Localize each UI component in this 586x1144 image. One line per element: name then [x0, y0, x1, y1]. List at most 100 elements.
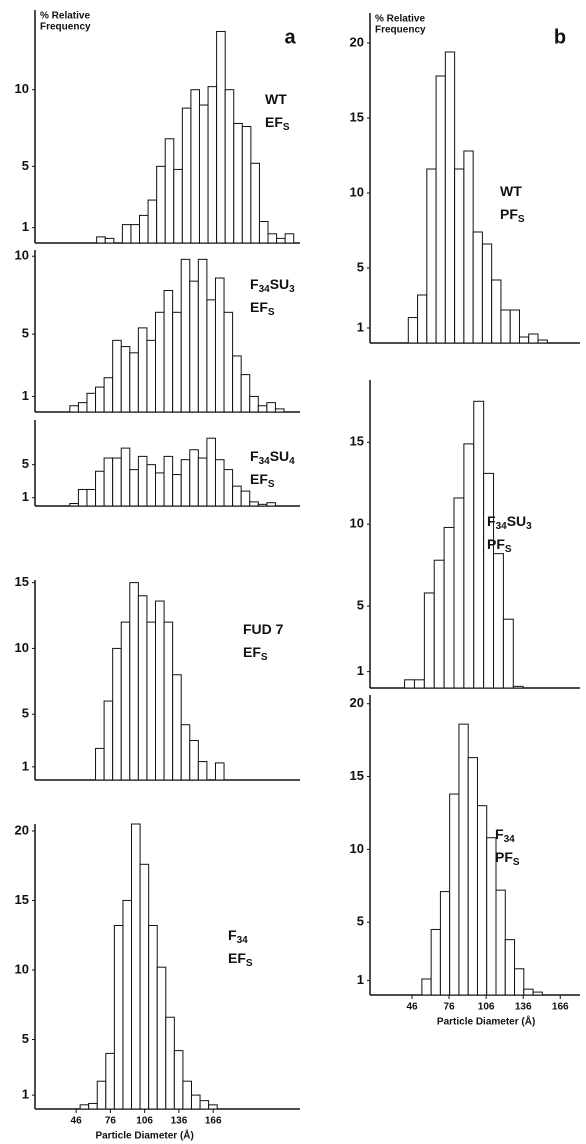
- bar: [276, 237, 286, 244]
- y-tick-label: 10: [350, 516, 364, 531]
- bar: [69, 405, 79, 413]
- bar: [224, 89, 235, 244]
- bar: [233, 122, 243, 244]
- label-part: EF: [243, 644, 261, 660]
- subscript: 4: [289, 456, 295, 467]
- sample-label: PFS: [500, 206, 525, 225]
- bar: [182, 1080, 192, 1110]
- x-tick-label: 76: [443, 1002, 455, 1013]
- bar: [454, 168, 465, 344]
- label-part: FUD 7: [243, 621, 284, 637]
- sample-label: F34SU3: [250, 276, 295, 295]
- bar: [532, 991, 543, 996]
- bar: [463, 443, 475, 689]
- bar: [120, 447, 131, 507]
- bar: [172, 474, 182, 507]
- sample-label: WT: [265, 91, 287, 107]
- bar: [267, 233, 278, 244]
- y-tick-label: 15: [350, 109, 364, 124]
- bar: [443, 526, 455, 689]
- bar: [112, 647, 122, 781]
- subscript: 34: [237, 935, 249, 946]
- bar: [250, 162, 260, 244]
- bar: [214, 762, 225, 781]
- bar: [481, 243, 493, 344]
- bar: [155, 600, 165, 781]
- bar: [523, 988, 534, 996]
- bar: [493, 553, 504, 689]
- bar: [241, 126, 252, 244]
- bar: [95, 747, 105, 781]
- bar: [103, 457, 114, 507]
- label-part: F: [250, 448, 259, 464]
- bar: [463, 150, 474, 344]
- bar: [180, 459, 191, 507]
- sample-label: EFS: [250, 299, 275, 318]
- subscript: 3: [526, 521, 532, 532]
- bar: [95, 470, 105, 507]
- bar: [216, 30, 226, 244]
- subscript: S: [283, 122, 290, 133]
- y-axis-label: % Relative: [40, 11, 90, 22]
- bar: [249, 501, 259, 507]
- y-tick-label: 15: [350, 434, 364, 449]
- subscript: S: [268, 479, 275, 490]
- bar: [483, 472, 495, 689]
- bar: [180, 258, 191, 413]
- bar: [121, 224, 132, 244]
- y-tick-label: 5: [22, 326, 29, 341]
- bar: [198, 104, 209, 244]
- label-part: PF: [500, 206, 518, 222]
- y-tick-label: 20: [350, 34, 364, 49]
- bar: [472, 231, 483, 344]
- y-tick-label: 5: [357, 259, 364, 274]
- bar: [190, 89, 200, 244]
- y-tick-label: 1: [357, 319, 364, 334]
- bar: [417, 294, 428, 344]
- y-tick-label: 10: [350, 184, 364, 199]
- bar: [146, 464, 157, 507]
- bar: [223, 311, 234, 413]
- sample-label: PFS: [495, 849, 520, 868]
- x-tick-label: 106: [478, 1002, 495, 1013]
- bar: [232, 355, 242, 413]
- y-tick-label: 5: [357, 598, 364, 613]
- bar: [163, 455, 174, 507]
- y-tick-label: 15: [350, 768, 364, 783]
- bar: [173, 1050, 184, 1110]
- bar: [137, 327, 148, 413]
- bar: [257, 503, 268, 507]
- subscript: 34: [259, 456, 271, 467]
- bar: [165, 1016, 175, 1110]
- bar: [112, 339, 122, 413]
- bar: [491, 279, 502, 344]
- bar: [232, 485, 242, 507]
- sample-label: EFS: [265, 114, 290, 133]
- sample-label: EFS: [243, 644, 268, 663]
- subscript: 3: [289, 284, 295, 295]
- bar: [88, 1102, 98, 1110]
- subscript: S: [246, 958, 253, 969]
- y-tick-label: 1: [22, 758, 29, 773]
- y-axis-label: Frequency: [375, 25, 426, 36]
- bar: [214, 459, 225, 507]
- sample-label: WT: [500, 183, 522, 199]
- bar: [453, 497, 465, 689]
- bar: [249, 395, 259, 413]
- bar: [112, 457, 122, 507]
- bar: [206, 437, 216, 507]
- subscript: S: [518, 214, 525, 225]
- bar: [139, 214, 149, 244]
- bar: [104, 237, 115, 244]
- label-part: WT: [500, 183, 522, 199]
- bar: [240, 374, 251, 413]
- x-tick-label: 106: [136, 1116, 153, 1127]
- bar: [223, 469, 234, 507]
- bar: [449, 793, 460, 996]
- bar: [129, 469, 139, 507]
- bar: [129, 352, 139, 413]
- label-part: F: [487, 513, 496, 529]
- bar: [266, 502, 276, 507]
- bar: [514, 968, 525, 996]
- y-tick-label: 1: [22, 219, 29, 234]
